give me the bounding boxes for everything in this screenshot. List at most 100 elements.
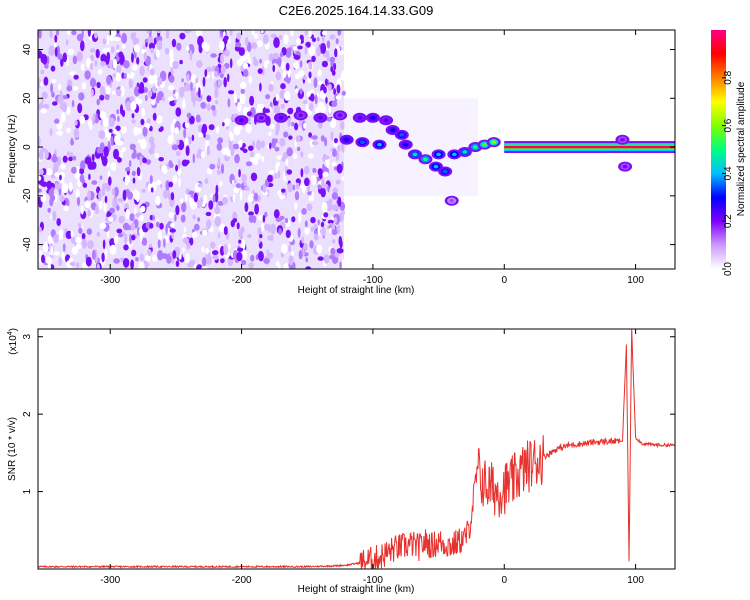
noise-speck — [285, 158, 289, 167]
x-tick-label: -300 — [100, 275, 120, 286]
noise-speck — [220, 163, 225, 175]
noise-speck — [78, 168, 85, 175]
noise-speck — [129, 233, 132, 245]
feature-core — [383, 118, 389, 123]
noise-speck — [189, 115, 195, 125]
noise-speck — [73, 128, 80, 139]
noise-speck — [253, 33, 259, 40]
noise-speck — [233, 125, 241, 136]
feature-core — [239, 118, 244, 123]
feature-core — [370, 115, 376, 120]
x-tick-label: -300 — [100, 575, 120, 586]
noise-speck — [50, 83, 54, 94]
noise-speck — [61, 251, 65, 261]
noise-speck — [275, 129, 279, 136]
noise-speck — [124, 167, 131, 172]
noise-speck — [129, 213, 135, 222]
noise-speck — [195, 114, 201, 123]
noise-speck — [249, 95, 255, 106]
noise-speck — [146, 30, 151, 34]
noise-speck — [324, 137, 328, 147]
noise-speck — [197, 124, 203, 133]
noise-speck — [100, 118, 104, 126]
noise-speck — [320, 135, 325, 142]
x-tick-label: -100 — [363, 275, 383, 286]
y-tick-label: 1 — [22, 488, 33, 494]
noise-speck — [323, 171, 329, 177]
noise-speck — [326, 40, 331, 49]
noise-speck — [189, 49, 193, 61]
feature-core — [390, 128, 396, 132]
noise-speck — [84, 156, 92, 165]
noise-speck — [306, 91, 311, 98]
noise-speck — [241, 143, 246, 148]
noise-speck — [281, 61, 285, 70]
noise-speck — [157, 80, 161, 87]
noise-speck — [233, 90, 237, 102]
noise-speck — [201, 256, 207, 267]
noise-speck — [46, 55, 50, 65]
noise-speck — [317, 69, 323, 77]
feature-core — [258, 115, 264, 120]
noise-speck — [311, 135, 318, 140]
noise-speck — [308, 44, 316, 56]
spectral-feature — [457, 146, 472, 157]
noise-speck — [210, 53, 217, 58]
noise-speck — [66, 30, 71, 35]
noise-speck — [246, 111, 253, 117]
noise-speck — [96, 263, 100, 269]
noise-speck — [68, 48, 74, 56]
noise-speck — [306, 203, 313, 212]
noise-speck — [322, 163, 325, 173]
noise-speck — [131, 64, 138, 71]
noise-speck — [251, 30, 255, 36]
noise-speck — [78, 227, 83, 234]
noise-speck — [331, 229, 338, 236]
noise-speck — [99, 111, 107, 120]
spectral-feature — [352, 112, 367, 123]
noise-speck — [187, 43, 195, 55]
noise-speck — [241, 249, 247, 260]
noise-speck — [259, 234, 263, 239]
noise-speck — [109, 36, 115, 42]
tone-line-core — [504, 145, 675, 149]
noise-speck — [259, 82, 262, 92]
feature-core — [344, 137, 350, 142]
noise-speck — [120, 126, 127, 134]
noise-speck — [304, 220, 308, 228]
noise-speck — [122, 189, 127, 201]
noise-speck — [75, 262, 80, 268]
noise-speck — [58, 83, 62, 90]
noise-speck — [326, 202, 333, 212]
noise-speck — [185, 159, 190, 165]
noise-speck — [250, 254, 255, 262]
noise-speck — [68, 156, 73, 162]
noise-speck — [61, 183, 69, 194]
noise-speck — [210, 241, 216, 249]
noise-speck — [106, 75, 112, 85]
noise-speck — [54, 172, 61, 177]
noise-speck — [245, 123, 252, 134]
noise-speck — [206, 219, 212, 230]
noise-speck — [58, 188, 62, 196]
noise-speck — [76, 51, 83, 62]
noise-speck — [170, 223, 175, 228]
noise-speck — [277, 170, 281, 179]
noise-speck — [199, 196, 203, 206]
noise-speck — [147, 90, 153, 98]
noise-speck — [163, 189, 168, 199]
noise-speck — [147, 248, 152, 257]
noise-speck — [170, 192, 175, 201]
noise-speck — [118, 215, 125, 224]
noise-speck — [257, 227, 263, 236]
spectral-feature — [615, 134, 630, 145]
noise-speck — [102, 239, 106, 250]
noise-speck — [151, 99, 156, 106]
noise-speck — [214, 87, 219, 99]
noise-speck — [49, 197, 54, 207]
noise-speck — [328, 105, 332, 115]
noise-speck — [141, 237, 148, 246]
noise-speck — [116, 228, 123, 234]
noise-speck — [89, 48, 96, 53]
noise-speck — [101, 252, 105, 263]
